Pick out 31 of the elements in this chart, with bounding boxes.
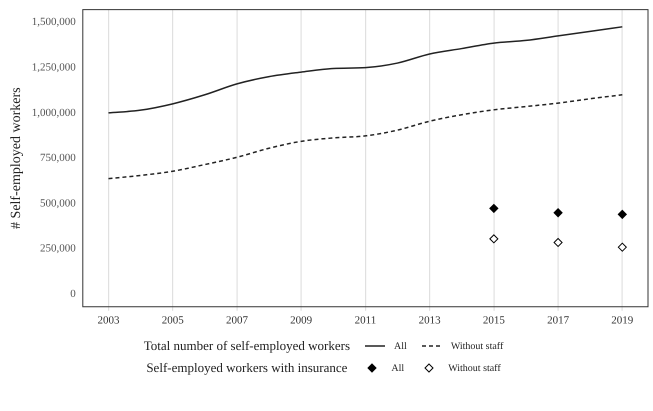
x-tick-label: 2011: [354, 314, 376, 326]
x-tick-label: 2007: [226, 314, 248, 326]
x-tick-label: 2015: [482, 314, 506, 326]
y-tick-label: 0: [70, 288, 76, 300]
x-tick-label: 2009: [290, 314, 313, 326]
y-tick-label: 1,250,000: [32, 61, 76, 74]
y-tick-label: 1,000,000: [32, 106, 76, 119]
y-tick-label: 250,000: [40, 242, 76, 255]
legend-title: Total number of self-employed workers: [144, 338, 350, 354]
legend-label: All: [394, 340, 407, 352]
y-tick-label: 1,500,000: [32, 16, 76, 28]
legend-label: Without staff: [450, 340, 504, 352]
point: [489, 204, 498, 213]
x-tick-label: 2019: [611, 314, 634, 326]
text: Self-employed workers with insurance: [146, 360, 348, 376]
point: [618, 210, 627, 219]
line-series: [108, 26, 624, 114]
point: [618, 242, 627, 252]
y-tick-label: 750,000: [40, 152, 76, 164]
x-tick-label: 2017: [547, 314, 570, 326]
point: [554, 208, 563, 218]
x-tick-label: 2013: [418, 314, 442, 326]
legend-label: Without staff: [448, 362, 501, 374]
x-tick-label: 2005: [162, 314, 184, 326]
y-tick-label: 500,000: [40, 197, 76, 210]
point: [489, 234, 498, 244]
line-series: [108, 94, 624, 180]
x-tick-label: 2003: [97, 314, 120, 326]
point: [554, 238, 563, 247]
legend-label: All: [391, 362, 404, 374]
y-axis-title: # Self-employed workers: [9, 87, 24, 229]
